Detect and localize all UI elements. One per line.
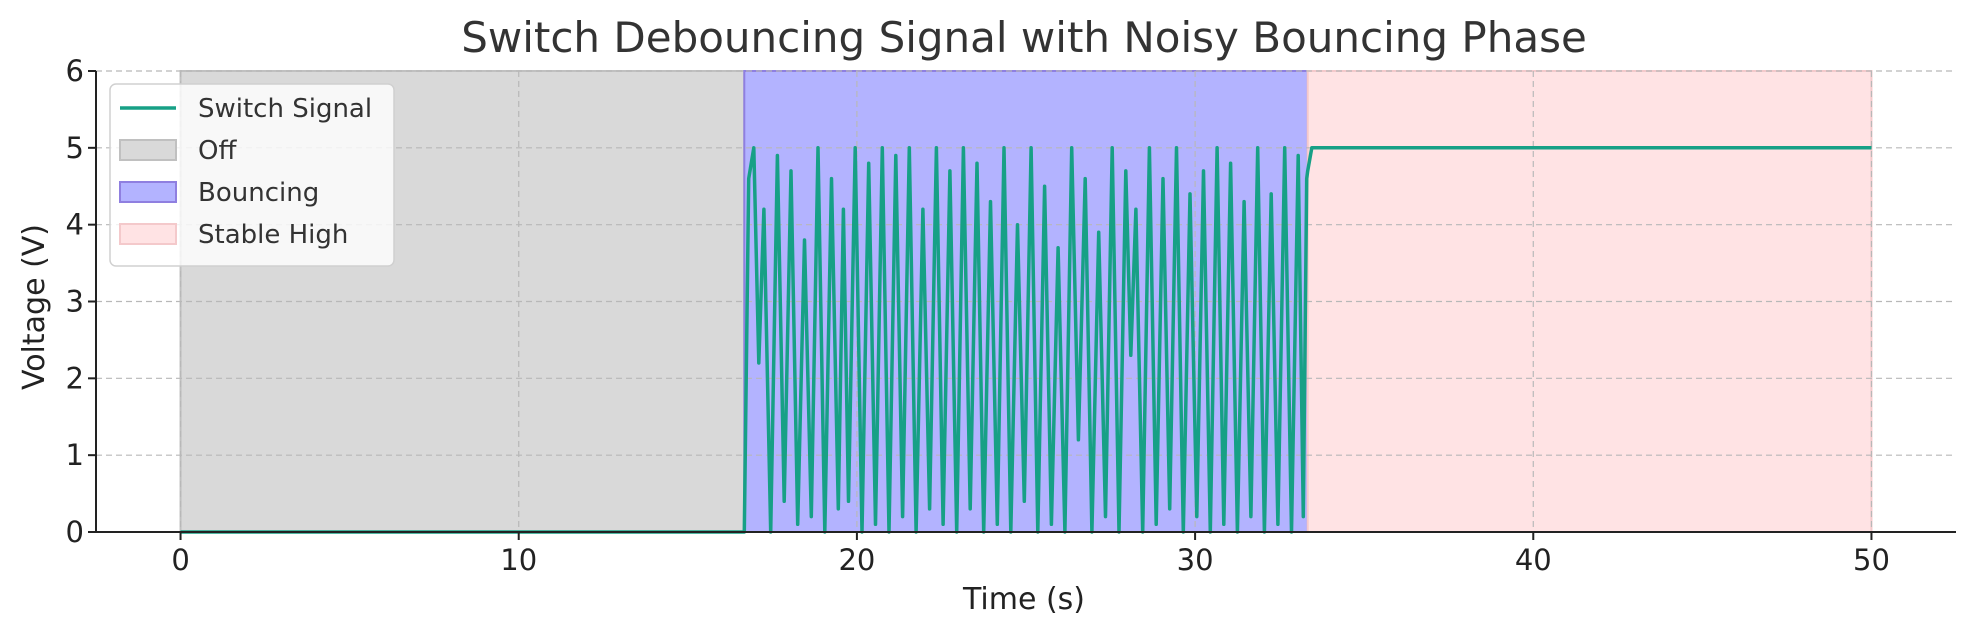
x-tick-label: 20: [838, 543, 875, 577]
legend-label: Switch Signal: [198, 94, 372, 124]
legend-box: [109, 83, 395, 267]
legend-patch-swatch: [119, 223, 177, 245]
x-tick-label: 10: [500, 543, 537, 577]
x-axis-label: Time (s): [962, 582, 1085, 617]
y-tick-label: 5: [66, 131, 84, 165]
y-tick-label: 3: [66, 285, 84, 319]
y-tick-label: 1: [66, 438, 84, 472]
legend-label: Off: [198, 136, 237, 166]
y-tick-label: 0: [66, 515, 84, 549]
x-tick-label: 0: [171, 543, 189, 577]
plot-area: 0 10 20 30 40 50 0 1 2 3 4 5 6: [66, 54, 1956, 577]
legend: Switch Signal Off Bouncing Stable High: [109, 83, 395, 267]
x-tick-label: 40: [1515, 543, 1552, 577]
y-axis-label: Voltage (V): [17, 224, 52, 390]
x-tick-label: 30: [1177, 543, 1214, 577]
y-tick-label: 6: [66, 54, 84, 88]
legend-label: Stable High: [198, 220, 348, 250]
y-tick-label: 4: [66, 208, 84, 242]
legend-patch-swatch: [119, 181, 177, 203]
chart-title: Switch Debouncing Signal with Noisy Boun…: [461, 13, 1587, 62]
series-line-switch-signal: [180, 146, 1872, 534]
legend-label: Bouncing: [198, 178, 319, 208]
legend-patch-swatch: [119, 139, 177, 161]
x-tick-label: 50: [1853, 543, 1890, 577]
y-tick-label: 2: [66, 361, 84, 395]
